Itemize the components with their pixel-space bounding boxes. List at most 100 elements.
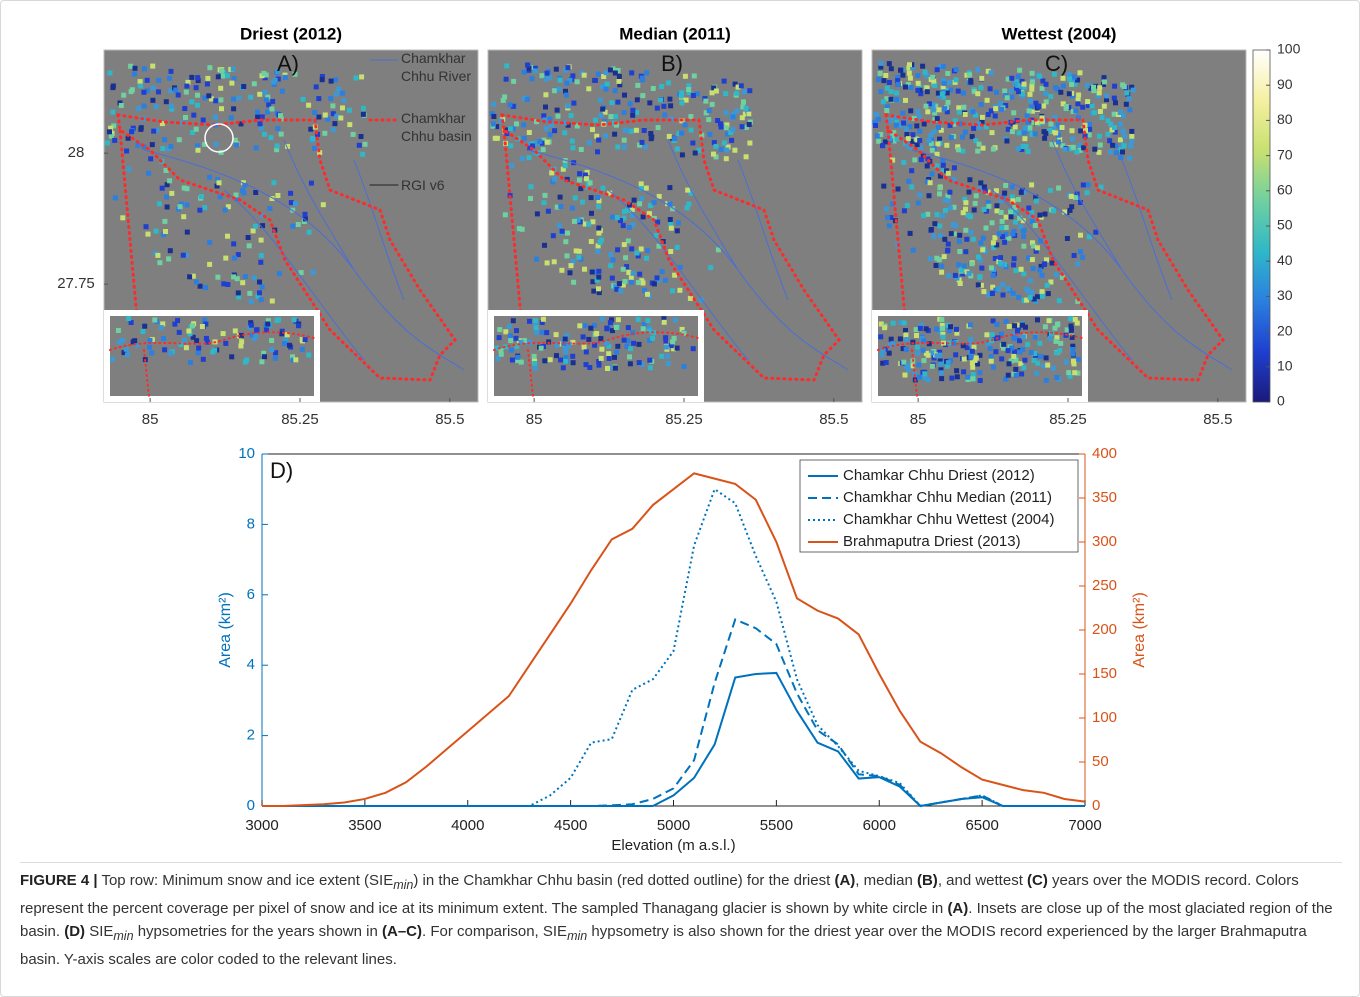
snow-pixel: [1120, 149, 1125, 155]
snow-pixel: [610, 214, 616, 220]
snow-pixel: [887, 118, 893, 124]
snow-pixel: [230, 66, 236, 72]
snow-pixel: [723, 156, 729, 162]
snow-pixel: [596, 359, 602, 364]
snow-pixel: [917, 192, 923, 198]
snow-pixel: [1047, 335, 1053, 341]
snow-pixel: [659, 353, 665, 359]
snow-pixel: [925, 211, 931, 217]
snow-pixel: [908, 85, 914, 90]
snow-pixel: [647, 325, 653, 331]
snow-pixel: [668, 249, 674, 254]
snow-pixel: [900, 346, 906, 352]
snow-pixel: [1101, 82, 1106, 87]
snow-pixel: [978, 85, 984, 91]
snow-pixel: [586, 86, 592, 92]
snow-pixel: [1021, 365, 1027, 371]
snow-pixel: [276, 271, 282, 277]
snow-pixel: [956, 262, 961, 268]
y2-tick-label: 400: [1092, 445, 1117, 462]
snow-pixel: [262, 131, 267, 137]
snow-pixel: [629, 70, 635, 76]
snow-pixel: [983, 225, 989, 231]
y-tick-label: 10: [238, 445, 255, 462]
snow-pixel: [518, 339, 524, 345]
map-x-tick-label: 85.25: [665, 411, 703, 428]
snow-pixel: [987, 346, 993, 352]
snow-pixel: [886, 80, 892, 85]
snow-pixel: [654, 275, 660, 281]
snow-pixel: [990, 284, 996, 290]
snow-pixel: [1071, 361, 1077, 367]
snow-pixel: [189, 130, 195, 135]
snow-pixel: [934, 255, 940, 261]
snow-pixel: [1076, 92, 1082, 98]
snow-pixel: [562, 130, 568, 136]
snow-pixel: [494, 124, 500, 130]
snow-pixel: [894, 136, 900, 142]
snow-pixel: [1052, 114, 1058, 120]
snow-pixel: [971, 125, 977, 131]
snow-pixel: [514, 328, 519, 334]
snow-pixel: [601, 74, 607, 79]
snow-pixel: [878, 321, 884, 327]
snow-pixel: [661, 316, 667, 322]
snow-pixel: [679, 130, 685, 136]
snow-pixel: [586, 336, 592, 342]
snow-pixel: [888, 89, 894, 95]
snow-pixel: [231, 96, 236, 102]
snow-pixel: [890, 133, 896, 139]
snow-pixel: [1069, 82, 1074, 87]
snow-pixel: [159, 121, 165, 127]
snow-pixel: [129, 129, 135, 135]
snow-pixel: [625, 238, 631, 244]
snow-pixel: [967, 72, 973, 78]
snow-pixel: [1075, 261, 1081, 267]
snow-pixel: [1043, 99, 1049, 105]
snow-pixel: [1041, 262, 1047, 267]
snow-pixel: [518, 359, 524, 365]
snow-pixel: [503, 344, 509, 350]
snow-pixel: [729, 137, 735, 143]
snow-pixel: [948, 324, 953, 330]
snow-pixel: [576, 177, 582, 183]
snow-pixel: [577, 171, 583, 177]
snow-pixel: [940, 331, 946, 337]
snow-pixel: [920, 63, 926, 69]
snow-pixel: [931, 78, 937, 84]
snow-pixel: [887, 343, 893, 349]
snow-pixel: [190, 334, 196, 340]
snow-pixel: [928, 141, 934, 147]
snow-pixel: [980, 145, 986, 151]
snow-pixel: [951, 121, 957, 127]
snow-pixel: [670, 288, 675, 294]
snow-pixel: [914, 333, 919, 338]
snow-pixel: [981, 289, 987, 295]
snow-pixel: [891, 130, 897, 136]
snow-pixel: [915, 80, 921, 86]
snow-pixel: [608, 263, 614, 269]
snow-pixel: [193, 126, 199, 132]
snow-pixel: [178, 201, 184, 207]
snow-pixel: [890, 320, 896, 326]
river: [283, 139, 355, 271]
snow-pixel: [1082, 133, 1088, 139]
snow-pixel: [251, 81, 257, 87]
snow-pixel: [162, 347, 168, 353]
snow-pixel: [883, 73, 889, 78]
snow-pixel: [1086, 132, 1092, 138]
snow-pixel: [1038, 263, 1044, 269]
snow-pixel: [644, 70, 650, 76]
snow-pixel: [975, 361, 980, 367]
snow-pixel: [161, 232, 167, 238]
snow-pixel: [521, 69, 527, 75]
snow-pixel: [570, 353, 576, 359]
snow-pixel: [586, 221, 592, 227]
snow-pixel: [554, 353, 559, 359]
snow-pixel: [989, 332, 995, 338]
snow-pixel: [696, 147, 702, 153]
snow-pixel: [528, 184, 534, 190]
snow-pixel: [1051, 71, 1057, 77]
snow-pixel: [144, 77, 150, 83]
snow-pixel: [193, 85, 199, 91]
